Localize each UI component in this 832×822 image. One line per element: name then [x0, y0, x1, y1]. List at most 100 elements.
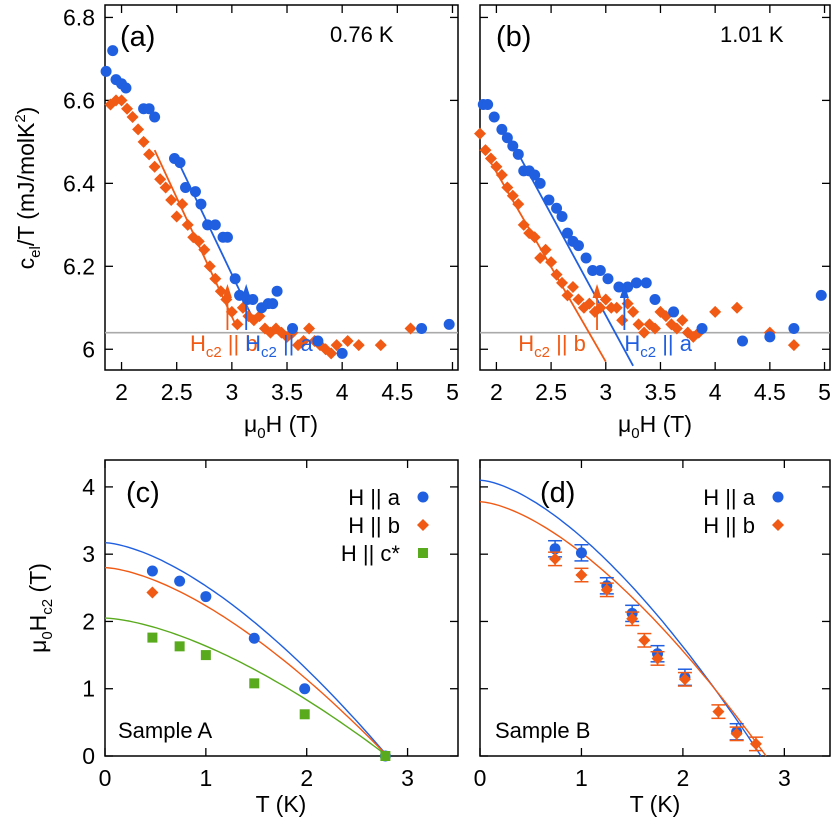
panel-b-plot: 2 2.5 3 3.5 4 4.5 5 Hc2 || b Hc2 || a — [474, 5, 831, 405]
panel-b-temperature: 1.01 K — [720, 22, 784, 47]
panel-d-x-axis-label: T (K) — [630, 791, 681, 817]
data-point-b — [561, 289, 574, 302]
data-point-b — [484, 152, 497, 165]
x-tick-label: 2.5 — [161, 379, 193, 405]
data-point-a — [180, 182, 192, 193]
data-point-b — [352, 339, 365, 352]
data-point-b — [297, 334, 310, 347]
panel-d-sample: Sample B — [495, 718, 590, 743]
data-point-b — [479, 144, 492, 157]
x-tick-label: 3.5 — [644, 379, 676, 405]
x-tick-label: 2 — [677, 765, 690, 791]
data-point-b — [572, 293, 585, 306]
data-point-a — [189, 186, 201, 198]
data-point-a — [507, 140, 519, 152]
panel-d-plot: 0 1 2 3 H || a H || b — [474, 460, 830, 791]
data-point-b — [676, 314, 689, 327]
hc2-label-b: Hc2 || b — [518, 331, 586, 361]
data-point-a — [443, 318, 455, 330]
data-point-a — [529, 169, 541, 181]
data-point-b — [198, 243, 211, 256]
hc2-arrowhead-a — [619, 284, 629, 298]
data-point-b — [638, 634, 651, 647]
x-tick-label: 2.5 — [535, 379, 567, 405]
data-point-a — [100, 65, 112, 77]
data-point-b — [539, 243, 552, 256]
y-tick-label: 6.2 — [63, 253, 95, 279]
y-tick-label: 4 — [82, 474, 95, 500]
legend-label-a: H || a — [703, 485, 756, 510]
x-tick-label: 1 — [199, 765, 212, 791]
x-tick-label: 3.5 — [271, 379, 303, 405]
data-point-b — [787, 339, 800, 352]
panel-a-frame — [104, 4, 459, 371]
x-tick-label: 3 — [778, 765, 791, 791]
data-point-b — [121, 102, 134, 115]
legend-label-c: H || c* — [341, 541, 401, 566]
y-tick-label: 6.8 — [63, 4, 95, 30]
data-point-b — [549, 552, 562, 565]
data-point-b — [170, 210, 183, 223]
data-point-a — [195, 198, 207, 210]
legend-label-b: H || b — [703, 513, 755, 538]
panel-c-frame — [104, 459, 459, 757]
data-point-b — [404, 322, 417, 335]
data-point-b — [616, 314, 629, 327]
x-tick-label: 4.5 — [381, 379, 413, 405]
panel-c-x-axis-label: T (K) — [256, 791, 307, 817]
bottom-y-axis-label: μ0Hc2 (T) — [25, 563, 56, 653]
data-point-b — [632, 318, 645, 331]
data-point-b — [132, 123, 145, 136]
data-point-c — [174, 641, 185, 652]
data-point-a — [512, 148, 524, 160]
data-point-b — [626, 612, 639, 625]
data-point-a — [248, 632, 260, 644]
data-point-a — [543, 194, 555, 206]
data-point-a — [146, 565, 158, 577]
data-point-a — [613, 281, 625, 293]
data-point-a — [149, 111, 161, 123]
hc2-label-b: Hc2 || b — [190, 331, 258, 361]
legend-marker-a — [417, 491, 429, 503]
data-point-a — [200, 591, 212, 603]
data-point-b — [474, 127, 486, 140]
data-point-a — [416, 323, 428, 335]
data-point-b — [730, 727, 743, 740]
data-point-b — [126, 110, 139, 123]
data-point-a — [668, 306, 680, 318]
data-point-a — [640, 277, 652, 289]
hc2-arrowhead-a — [241, 284, 251, 298]
x-tick-label: 1 — [575, 765, 588, 791]
panel-a-temperature: 0.76 K — [330, 22, 394, 47]
data-point-a — [551, 202, 563, 214]
data-point-b — [203, 260, 216, 273]
data-point-a — [594, 264, 606, 276]
y-tick-label: 6.4 — [63, 170, 95, 196]
panel-d-frame — [479, 459, 831, 757]
fit-curve-a — [104, 542, 388, 757]
hc2-label-a: Hc2 || a — [245, 331, 313, 361]
data-point-a — [602, 273, 614, 285]
y-tick-label: 0 — [82, 743, 95, 769]
data-point-b — [148, 160, 161, 173]
data-point-b — [670, 322, 683, 335]
data-point-b — [330, 339, 343, 352]
x-tick-label: 5 — [446, 379, 459, 405]
data-point-a — [501, 132, 513, 144]
data-point-b — [749, 737, 762, 750]
data-point-b — [165, 193, 178, 206]
x-tick-label: 3 — [225, 379, 238, 405]
data-point-a — [482, 99, 494, 111]
data-point-b — [374, 339, 387, 352]
data-point-b — [575, 569, 588, 582]
data-point-b — [176, 198, 189, 211]
data-point-a — [630, 277, 642, 289]
data-point-b — [154, 173, 167, 186]
legend-label-a: H || a — [348, 485, 401, 510]
data-point-b — [709, 305, 722, 318]
data-point-b — [192, 235, 205, 248]
data-point-b — [651, 652, 664, 665]
data-point-b — [146, 586, 159, 599]
data-point-b — [181, 218, 194, 231]
